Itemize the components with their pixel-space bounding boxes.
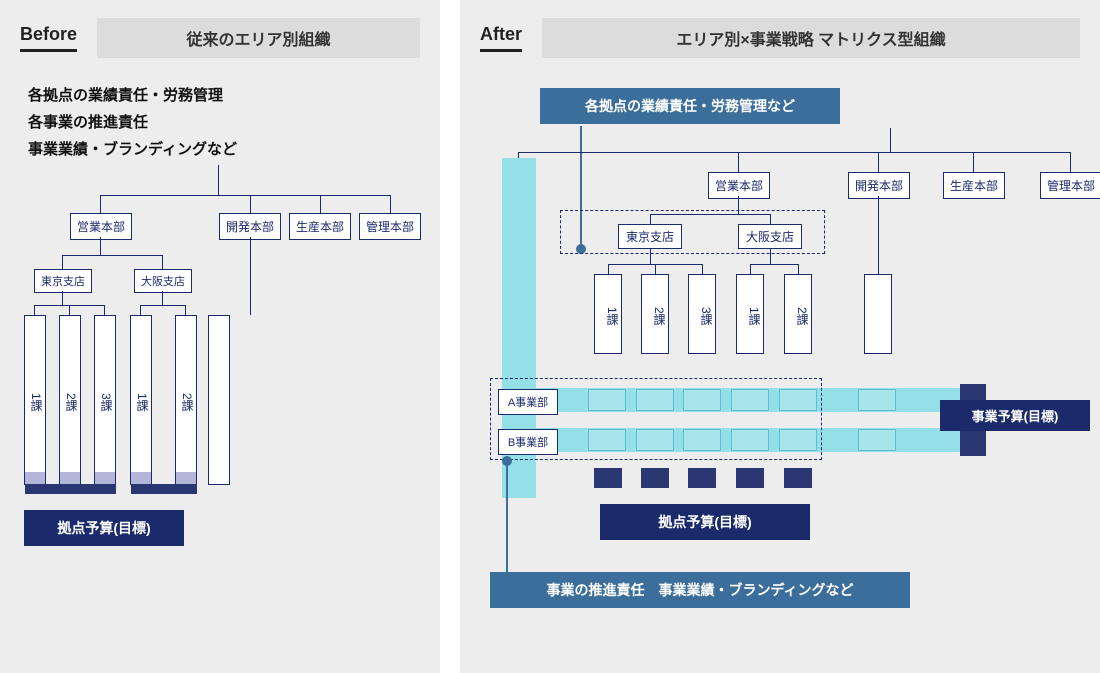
desc-line: 各事業の推進責任 [28,111,412,132]
dept-box: 管理本部 [1040,172,1100,199]
branch-box: 東京支店 [34,269,92,293]
dept-box: 開発本部 [219,213,281,240]
section-box: 2課 [784,274,812,354]
section-box: 2課 [641,274,669,354]
unit-a-label: A事業部 [498,389,558,415]
after-title: エリア別×事業戦略 マトリクス型組織 [542,18,1080,58]
branch-box: 大阪支店 [738,224,802,249]
after-header: After エリア別×事業戦略 マトリクス型組織 [460,0,1100,58]
after-callout-bottom: 事業の推進責任 事業業績・ブランディングなど [490,572,910,608]
before-desc: 各拠点の業績責任・労務管理 各事業の推進責任 事業業績・ブランディングなど [0,58,440,159]
before-budget: 拠点予算(目標) [24,510,184,546]
before-header: Before 従来のエリア別組織 [0,0,440,58]
section-box: 2課 [59,315,81,485]
empty-column [208,315,230,485]
dept-box: 生産本部 [943,172,1005,199]
after-tag: After [480,24,522,52]
after-panel: After エリア別×事業戦略 マトリクス型組織 各拠点の業績責任・労務管理など… [460,0,1100,673]
dept-box: 開発本部 [848,172,910,199]
after-biz-budget: 事業予算(目標) [940,400,1090,431]
branch-box: 東京支店 [618,224,682,249]
section-box: 3課 [688,274,716,354]
section-box: 3課 [94,315,116,485]
dept-box: 管理本部 [359,213,421,240]
section-box: 1課 [130,315,152,485]
before-chart: 営業本部 開発本部 生産本部 管理本部 東京支店 大阪支店 1課 2課 3課 1… [0,165,440,625]
section-box: 1課 [736,274,764,354]
unit-b-label: B事業部 [498,429,558,455]
after-callout-top: 各拠点の業績責任・労務管理など [540,88,840,124]
dept-column [864,274,892,354]
branch-box: 大阪支店 [134,269,192,293]
section-box: 2課 [175,315,197,485]
desc-line: 各拠点の業績責任・労務管理 [28,84,412,105]
before-panel: Before 従来のエリア別組織 各拠点の業績責任・労務管理 各事業の推進責任 … [0,0,440,673]
after-budget: 拠点予算(目標) [600,504,810,540]
before-tag: Before [20,24,77,52]
section-box: 1課 [594,274,622,354]
after-chart: 各拠点の業績責任・労務管理など 営業本部 開発本部 生産本部 管理本部 東京支店… [460,58,1100,658]
dept-box: 営業本部 [70,213,132,240]
dept-box: 営業本部 [708,172,770,199]
section-box: 1課 [24,315,46,485]
dept-box: 生産本部 [289,213,351,240]
desc-line: 事業業績・ブランディングなど [28,138,412,159]
before-title: 従来のエリア別組織 [97,18,420,58]
